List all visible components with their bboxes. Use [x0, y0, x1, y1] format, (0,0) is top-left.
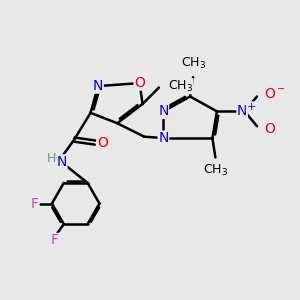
Text: +: + — [246, 102, 256, 112]
Text: N: N — [56, 155, 67, 169]
Text: N: N — [158, 131, 169, 145]
Text: N: N — [158, 104, 169, 118]
Text: N: N — [237, 104, 247, 118]
Text: CH$_3$: CH$_3$ — [203, 164, 228, 178]
Text: O: O — [97, 136, 108, 150]
Text: CH$_3$: CH$_3$ — [181, 56, 206, 71]
Text: CH$_3$: CH$_3$ — [168, 79, 193, 94]
Text: F: F — [31, 196, 39, 211]
Text: O: O — [264, 122, 275, 136]
Text: F: F — [51, 233, 59, 248]
Text: O$^-$: O$^-$ — [264, 86, 286, 100]
Text: O: O — [134, 76, 145, 90]
Text: N: N — [93, 79, 103, 93]
Text: H: H — [46, 152, 56, 164]
